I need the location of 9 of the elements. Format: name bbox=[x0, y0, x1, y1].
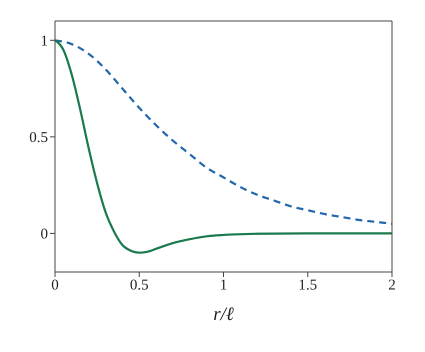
x-tick-label: 0.5 bbox=[130, 278, 149, 294]
y-tick-label: 1 bbox=[40, 34, 48, 50]
x-tick-label: 0 bbox=[51, 278, 59, 294]
y-tick-label: 0.5 bbox=[29, 130, 48, 146]
x-tick-label: 1.5 bbox=[298, 278, 318, 294]
x-tick-label: 1 bbox=[220, 278, 228, 294]
x-axis-title: r/ℓ bbox=[213, 304, 234, 325]
x-tick-label: 2 bbox=[388, 278, 396, 294]
y-tick-label: 0 bbox=[40, 226, 48, 243]
